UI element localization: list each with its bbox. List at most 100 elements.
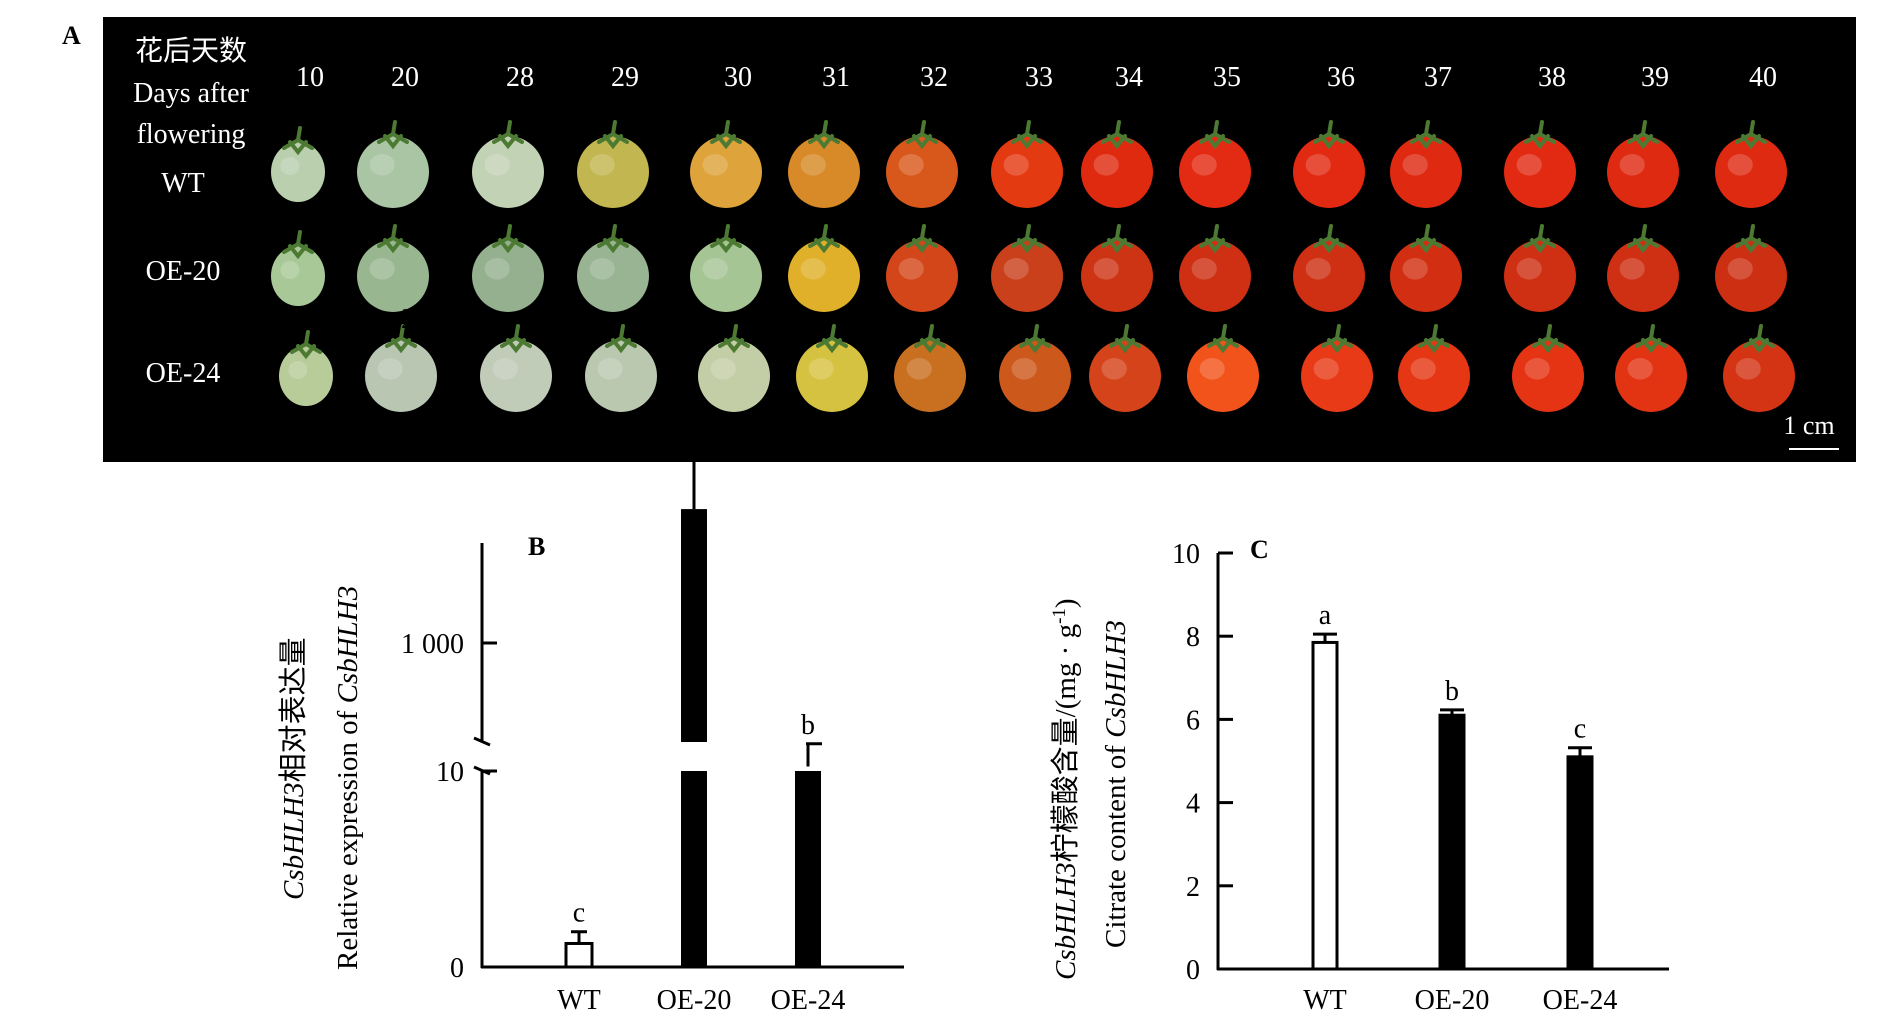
fruit	[999, 324, 1071, 412]
panel-c-bar-group: a	[1311, 600, 1339, 971]
fruit-body	[357, 240, 429, 312]
fruit-highlight	[1093, 258, 1119, 280]
fruit	[472, 224, 544, 312]
fruit-highlight	[1199, 358, 1225, 380]
fruit-grid	[271, 120, 1795, 412]
fruit-calyx	[597, 120, 629, 150]
panel-b-ytick-label: 0	[450, 953, 464, 984]
day-label: 20	[391, 62, 419, 93]
day-label: 10	[296, 62, 324, 93]
fruit-body	[1398, 340, 1470, 412]
fruit	[1504, 120, 1576, 208]
fruit-calyx	[1011, 224, 1043, 254]
fruit-highlight	[1619, 154, 1645, 176]
fruit-highlight	[800, 258, 826, 280]
fruit-body	[991, 136, 1063, 208]
panel-c-ytick-label: 0	[1186, 955, 1200, 986]
fruit-highlight	[1516, 258, 1542, 280]
fruit-highlight	[280, 261, 300, 279]
panel-b-bars: c a b	[564, 421, 822, 969]
fruit	[788, 120, 860, 208]
fruit	[577, 120, 649, 208]
panel-b-bar-lower	[681, 771, 707, 967]
fruit	[1723, 324, 1795, 412]
panel-c-ytick-label: 8	[1186, 622, 1200, 653]
panel-b-sig-label: b	[801, 710, 815, 741]
fruit-calyx	[1313, 120, 1345, 150]
fruit-calyx	[1101, 120, 1133, 150]
photo-background	[103, 17, 1856, 462]
fruit	[1715, 120, 1787, 208]
fruit-calyx	[492, 120, 524, 150]
day-label: 34	[1115, 62, 1143, 93]
fruit	[796, 324, 868, 412]
fruit-highlight	[1191, 154, 1217, 176]
fruit	[886, 224, 958, 312]
fruit-calyx	[1207, 324, 1239, 354]
fruit	[1179, 120, 1251, 208]
scale-bar-label: 1 cm	[1783, 411, 1834, 440]
fruit	[1179, 224, 1251, 312]
day-label: 35	[1213, 62, 1241, 93]
panel-b-errorbar	[571, 930, 587, 944]
fruit-calyx	[808, 224, 840, 254]
fruit-calyx	[1627, 224, 1659, 254]
fruit-body	[991, 240, 1063, 312]
panel-c-errorbar	[1313, 632, 1337, 643]
fruit	[357, 224, 429, 312]
day-label: 38	[1538, 62, 1566, 93]
panel-b-category-label: OE-20	[657, 985, 732, 1016]
panel-b-ylabel-1: CsbHLH3相对表达量	[277, 637, 310, 900]
fruit	[357, 120, 429, 208]
panel-c-errorbar	[1568, 746, 1592, 757]
fruit-body	[577, 240, 649, 312]
fruit	[894, 324, 966, 412]
panel-b-ytick-label: 1 000	[401, 629, 464, 660]
panel-c-bars: a b c	[1311, 600, 1594, 971]
header-cn: 花后天数	[135, 35, 247, 67]
panel-b-chart: B CsbHLH3相对表达量 Relative expression of Cs…	[277, 304, 904, 1016]
day-label: 39	[1641, 62, 1669, 93]
fruit-highlight	[710, 358, 736, 380]
fruit-calyx	[906, 224, 938, 254]
fruit-body	[472, 136, 544, 208]
fruit-body	[1293, 136, 1365, 208]
day-label: 40	[1749, 62, 1777, 93]
fruit-body	[365, 340, 437, 412]
fruit-body	[577, 136, 649, 208]
panel-b-bar-group: b	[795, 710, 822, 967]
panel-b-ytick-label: 10	[436, 757, 464, 788]
fruit	[1607, 120, 1679, 208]
panel-b-ytick-label: 2 000	[401, 304, 464, 335]
panel-c-category-label: OE-20	[1415, 985, 1490, 1016]
fruit-body	[1504, 136, 1576, 208]
fruit-calyx	[377, 120, 409, 150]
day-label: 36	[1327, 62, 1355, 93]
fruit	[1615, 324, 1687, 412]
day-label: 37	[1424, 62, 1452, 93]
panel-b-bar-group: a	[681, 421, 708, 967]
fruit-highlight	[589, 154, 615, 176]
fruit-body	[1615, 340, 1687, 412]
fruit-calyx	[290, 330, 322, 360]
fruit-calyx	[1532, 324, 1564, 354]
fruit	[585, 324, 657, 412]
fruit-calyx	[282, 126, 314, 156]
fruit-highlight	[1516, 154, 1542, 176]
fruit-highlight	[1313, 358, 1339, 380]
fruit-calyx	[914, 324, 946, 354]
fruit-body	[690, 136, 762, 208]
fruit-highlight	[800, 154, 826, 176]
fruit-body	[1179, 240, 1251, 312]
fruit-body	[1723, 340, 1795, 412]
fruit-highlight	[484, 258, 510, 280]
fruit-highlight	[1735, 358, 1761, 380]
fruit-highlight	[1402, 154, 1428, 176]
panel-c-category-label: OE-24	[1543, 985, 1618, 1016]
fruit-body	[788, 240, 860, 312]
fruit-calyx	[492, 224, 524, 254]
fruit-body	[788, 136, 860, 208]
fruit-calyx	[500, 324, 532, 354]
fruit-calyx	[1524, 224, 1556, 254]
